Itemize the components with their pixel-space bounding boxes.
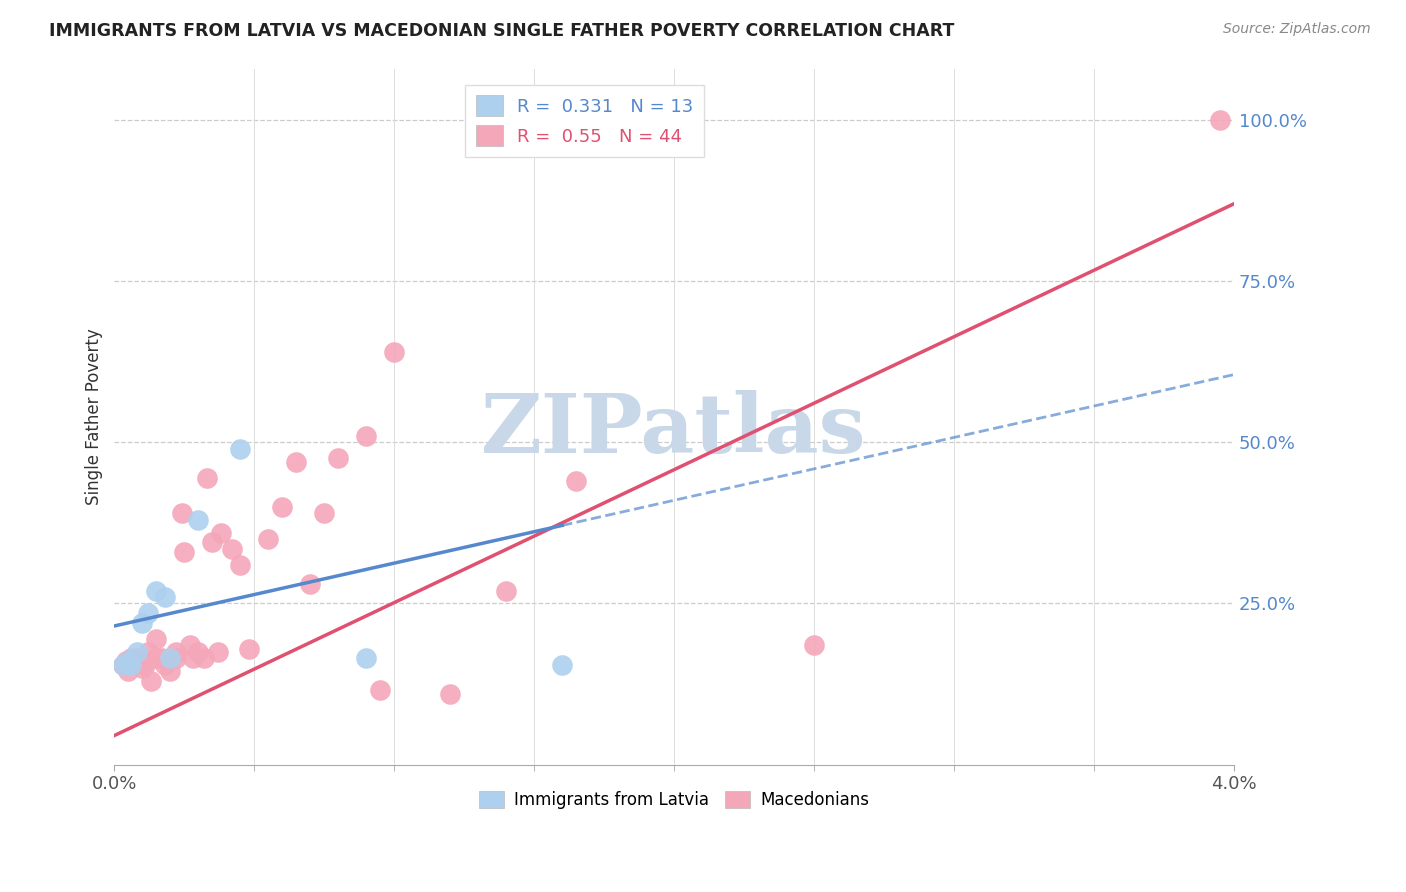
Point: [136, 606, 159, 620]
Point: [131, 615, 153, 630]
Point: [382, 345, 405, 359]
Point: [165, 651, 187, 665]
Point: [134, 657, 156, 672]
Point: [125, 651, 148, 665]
Point: [207, 645, 229, 659]
Point: [111, 657, 134, 672]
Point: [153, 590, 176, 604]
Point: [229, 442, 252, 456]
Point: [125, 645, 148, 659]
Point: [803, 638, 825, 652]
Text: IMMIGRANTS FROM LATVIA VS MACEDONIAN SINGLE FATHER POVERTY CORRELATION CHART: IMMIGRANTS FROM LATVIA VS MACEDONIAN SIN…: [49, 22, 955, 40]
Point: [159, 664, 181, 678]
Point: [117, 654, 139, 668]
Point: [238, 641, 260, 656]
Point: [193, 651, 215, 665]
Point: [159, 651, 181, 665]
Point: [145, 583, 167, 598]
Point: [150, 651, 173, 665]
Point: [173, 545, 195, 559]
Point: [145, 632, 167, 646]
Point: [495, 583, 517, 598]
Point: [368, 683, 391, 698]
Point: [209, 525, 232, 540]
Point: [136, 645, 159, 659]
Point: [565, 474, 588, 488]
Point: [229, 558, 252, 572]
Legend: Immigrants from Latvia, Macedonians: Immigrants from Latvia, Macedonians: [472, 784, 876, 815]
Point: [221, 541, 243, 556]
Point: [120, 657, 142, 672]
Point: [328, 451, 350, 466]
Point: [439, 687, 461, 701]
Point: [131, 661, 153, 675]
Text: ZIPatlas: ZIPatlas: [481, 391, 868, 470]
Point: [314, 506, 336, 520]
Point: [117, 664, 139, 678]
Point: [271, 500, 294, 514]
Point: [551, 657, 574, 672]
Text: Source: ZipAtlas.com: Source: ZipAtlas.com: [1223, 22, 1371, 37]
Point: [122, 654, 145, 668]
Point: [111, 657, 134, 672]
Point: [195, 471, 218, 485]
Point: [187, 645, 209, 659]
Point: [170, 506, 193, 520]
Point: [356, 651, 378, 665]
Point: [153, 657, 176, 672]
Point: [114, 654, 136, 668]
Point: [299, 577, 322, 591]
Point: [165, 645, 187, 659]
Point: [120, 651, 142, 665]
Point: [257, 532, 280, 546]
Point: [285, 455, 308, 469]
Point: [181, 651, 204, 665]
Point: [1209, 113, 1232, 128]
Point: [356, 429, 378, 443]
Point: [179, 638, 201, 652]
Point: [187, 513, 209, 527]
Point: [201, 535, 224, 549]
Y-axis label: Single Father Poverty: Single Father Poverty: [86, 328, 103, 505]
Point: [139, 673, 162, 688]
Point: [145, 651, 167, 665]
